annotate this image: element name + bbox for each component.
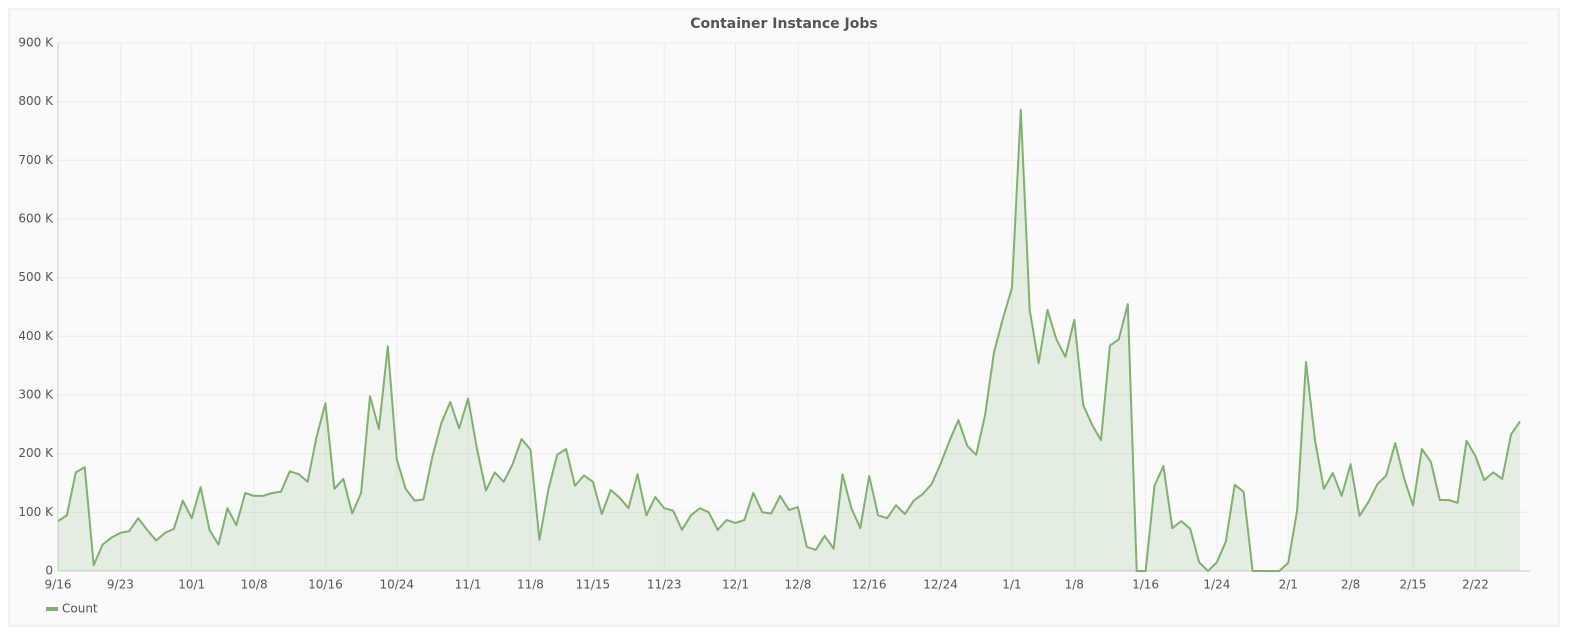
y-tick-label: 500 K <box>18 270 54 284</box>
x-tick-label: 1/24 <box>1203 578 1230 592</box>
x-tick-label: 1/16 <box>1132 578 1159 592</box>
x-tick-label: 9/23 <box>107 578 134 592</box>
x-tick-label: 10/8 <box>241 578 268 592</box>
y-tick-label: 200 K <box>18 446 54 460</box>
x-tick-label: 2/8 <box>1341 578 1360 592</box>
y-tick-label: 300 K <box>18 388 54 402</box>
y-tick-label: 900 K <box>18 36 54 50</box>
x-tick-label: 10/16 <box>308 578 343 592</box>
legend-label: Count <box>62 602 98 616</box>
x-tick-label: 11/8 <box>517 578 544 592</box>
y-tick-label: 800 K <box>18 94 54 108</box>
area <box>58 109 1520 572</box>
line <box>57 108 1521 572</box>
y-tick-label: 600 K <box>18 212 54 226</box>
legend-swatch <box>46 607 58 611</box>
x-tick-label: 10/1 <box>178 578 205 592</box>
x-tick-label: 1/1 <box>1002 578 1021 592</box>
y-tick-label: 0 <box>45 564 53 578</box>
x-tick-label: 12/1 <box>722 578 749 592</box>
x-tick-label: 2/15 <box>1400 578 1427 592</box>
x-tick-label: 11/1 <box>455 578 482 592</box>
x-tick-label: 2/1 <box>1279 578 1298 592</box>
chart-title: Container Instance Jobs <box>690 16 878 32</box>
y-tick-label: 400 K <box>18 329 54 343</box>
x-tick-label: 12/8 <box>784 578 811 592</box>
y-tick-label: 700 K <box>18 153 54 167</box>
y-tick-label: 100 K <box>18 505 54 519</box>
x-tick-label: 9/16 <box>45 578 72 592</box>
x-tick-label: 11/23 <box>647 578 682 592</box>
x-tick-label: 12/24 <box>923 578 958 592</box>
x-tick-label: 2/22 <box>1462 578 1489 592</box>
x-tick-label: 11/15 <box>576 578 611 592</box>
x-tick-label: 10/24 <box>379 578 414 592</box>
panel <box>8 8 1560 627</box>
x-tick-label: 1/8 <box>1065 578 1084 592</box>
x-tick-label: 12/16 <box>852 578 887 592</box>
